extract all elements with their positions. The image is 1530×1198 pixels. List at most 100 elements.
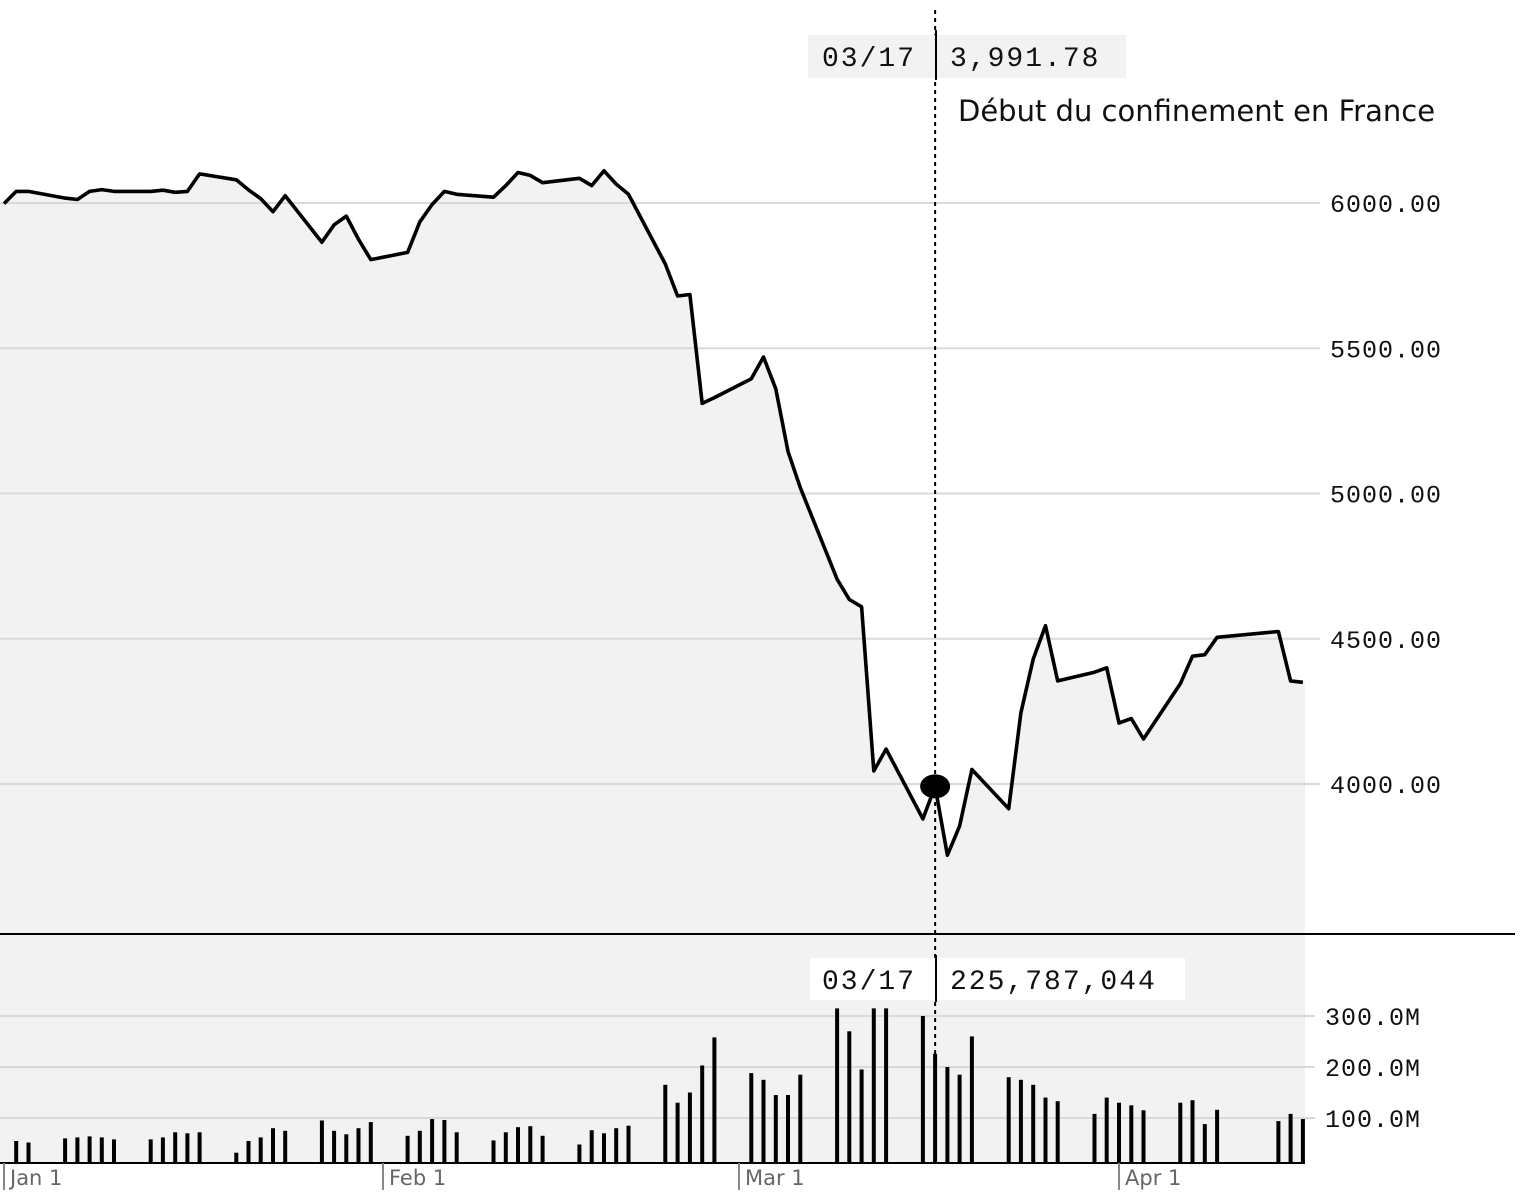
- volume-bar: [185, 1133, 190, 1163]
- volume-bar: [835, 1008, 840, 1163]
- volume-bar: [491, 1140, 496, 1163]
- volume-bar: [1202, 1124, 1207, 1163]
- volume-bar: [1141, 1110, 1146, 1163]
- price-area: [0, 170, 1305, 935]
- volume-bar: [258, 1137, 263, 1163]
- volume-bar: [749, 1073, 754, 1163]
- volume-bar: [602, 1133, 606, 1163]
- volume-bar: [712, 1037, 717, 1163]
- volume-bar: [798, 1074, 803, 1163]
- volume-bar: [1178, 1102, 1183, 1163]
- volume-bar: [271, 1128, 275, 1163]
- volume-bar: [503, 1132, 508, 1163]
- volume-bar: [1288, 1113, 1293, 1163]
- price-y-axis: 6000.00 5500.00 5000.00 4500.00 4000.00: [1330, 191, 1442, 801]
- volume-bar: [234, 1152, 239, 1163]
- volume-bar: [14, 1141, 19, 1163]
- volume-bar: [871, 1008, 876, 1163]
- volume-bar: [344, 1134, 349, 1163]
- volume-bar: [687, 1092, 692, 1163]
- volume-bar: [87, 1136, 92, 1163]
- volume-bar: [859, 1069, 864, 1163]
- volume-bar: [847, 1031, 852, 1163]
- volume-bar: [99, 1137, 104, 1163]
- price-y-tick-label: 5000.00: [1330, 482, 1442, 511]
- x-axis-ticks: Jan 1 Feb 1 Mar 1 Apr 1: [3, 1163, 1181, 1190]
- price-gridlines: [0, 202, 1320, 785]
- volume-bar: [626, 1125, 631, 1163]
- volume-bar: [160, 1137, 165, 1163]
- volume-bar: [173, 1132, 178, 1163]
- price-y-tick-label: 4000.00: [1330, 772, 1442, 801]
- volume-bar: [430, 1119, 435, 1163]
- price-panel[interactable]: 6000.00 5500.00 5000.00 4500.00 4000.00: [0, 169, 1442, 935]
- volume-bar: [969, 1036, 974, 1163]
- volume-bar: [1117, 1102, 1121, 1163]
- volume-readout-box: [810, 958, 1185, 1000]
- price-y-tick-label: 4500.00: [1330, 627, 1442, 656]
- volume-bar: [148, 1139, 153, 1163]
- volume-bar: [332, 1130, 337, 1164]
- price-series-line: [2, 169, 1304, 857]
- crosshair[interactable]: 03/17 3,991.78 Début du confinement en F…: [808, 10, 1435, 1163]
- volume-bar: [957, 1074, 962, 1163]
- volume-bar: [614, 1128, 619, 1163]
- x-tick-label: Apr 1: [1125, 1166, 1181, 1190]
- volume-bar: [112, 1139, 116, 1163]
- x-tick-label: Mar 1: [745, 1166, 805, 1190]
- volume-panel[interactable]: 300.0M 200.0M 100.0M: [0, 935, 1421, 1164]
- volume-bar: [773, 1095, 778, 1163]
- volume-bar: [920, 1016, 925, 1163]
- volume-bar: [1300, 1119, 1305, 1163]
- x-tick-label: Jan 1: [8, 1166, 62, 1190]
- volume-bar: [1031, 1084, 1036, 1163]
- volume-bar: [1055, 1101, 1060, 1163]
- volume-bar: [884, 1008, 889, 1163]
- volume-bar: [246, 1141, 251, 1163]
- volume-bar: [283, 1130, 288, 1164]
- volume-bar: [1043, 1097, 1048, 1163]
- volume-readout-value: 225,787,044: [950, 967, 1157, 998]
- volume-bar: [577, 1144, 582, 1163]
- volume-y-axis: 300.0M 200.0M 100.0M: [1325, 1004, 1421, 1135]
- volume-bar: [1276, 1121, 1281, 1163]
- price-readout-value: 3,991.78: [950, 44, 1100, 75]
- volume-bar: [528, 1126, 533, 1163]
- price-readout-date: 03/17: [822, 44, 916, 75]
- price-y-tick-label: 6000.00: [1330, 191, 1442, 220]
- volume-bar: [368, 1122, 373, 1163]
- volume-y-tick-label: 200.0M: [1325, 1055, 1421, 1084]
- volume-bar: [1215, 1109, 1220, 1163]
- volume-bar: [356, 1128, 361, 1163]
- volume-bar: [675, 1102, 680, 1163]
- volume-bars: [14, 1008, 1305, 1164]
- volume-bar: [442, 1120, 447, 1163]
- volume-bar: [945, 1067, 950, 1163]
- x-axis: Jan 1 Feb 1 Mar 1 Apr 1: [0, 1162, 1305, 1190]
- volume-readout-date: 03/17: [822, 967, 916, 998]
- volume-bar: [75, 1137, 80, 1163]
- volume-bar: [197, 1132, 202, 1163]
- volume-y-tick-label: 300.0M: [1325, 1004, 1421, 1033]
- volume-bar: [1092, 1113, 1097, 1163]
- volume-y-tick-label: 100.0M: [1325, 1106, 1421, 1135]
- volume-bar: [700, 1065, 705, 1163]
- price-readout-box: [808, 35, 1126, 78]
- volume-bar: [663, 1084, 668, 1163]
- x-tick-label: Feb 1: [389, 1166, 446, 1190]
- volume-bar: [1129, 1105, 1134, 1164]
- volume-bar: [454, 1132, 459, 1163]
- volume-bar: [26, 1142, 31, 1163]
- volume-bar: [786, 1095, 790, 1163]
- price-y-tick-label: 5500.00: [1330, 336, 1442, 365]
- crosshair-annotation: Début du confinement en France: [958, 94, 1435, 128]
- volume-bar: [1190, 1100, 1195, 1163]
- volume-bar: [319, 1120, 324, 1163]
- crosshair-point: [920, 774, 951, 799]
- volume-bar: [417, 1130, 422, 1164]
- volume-bar: [63, 1138, 68, 1163]
- volume-bar: [761, 1079, 766, 1164]
- volume-bar: [1104, 1097, 1109, 1163]
- volume-bar: [589, 1130, 594, 1163]
